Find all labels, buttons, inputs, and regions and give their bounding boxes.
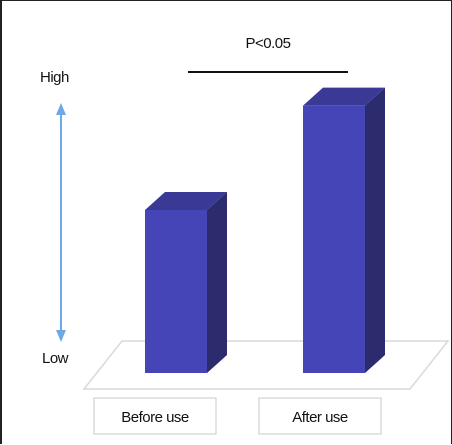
bar-side-after-use [365,87,385,374]
bar-top-before-use [145,192,227,210]
bars-group [145,87,385,374]
arrow-up-icon [56,103,66,115]
category-label-after: After use [258,397,382,435]
category-box-after [258,397,382,435]
arrow-down-icon [56,330,66,342]
bar-top-after-use [303,87,385,106]
axis-label-high: High [40,69,69,86]
category-box-before [93,397,217,435]
chart-floor [82,340,450,390]
category-label-before: Before use [93,397,217,435]
scale-arrow [56,103,66,342]
bar-side-before-use [207,192,227,373]
axis-label-low: Low [42,350,69,367]
bar-after-use [303,105,365,374]
tick-label-after-use: After use [292,409,348,426]
tick-label-before-use: Before use [121,409,189,426]
bar-before-use [145,210,207,373]
significance-label: P<0.05 [246,35,291,52]
